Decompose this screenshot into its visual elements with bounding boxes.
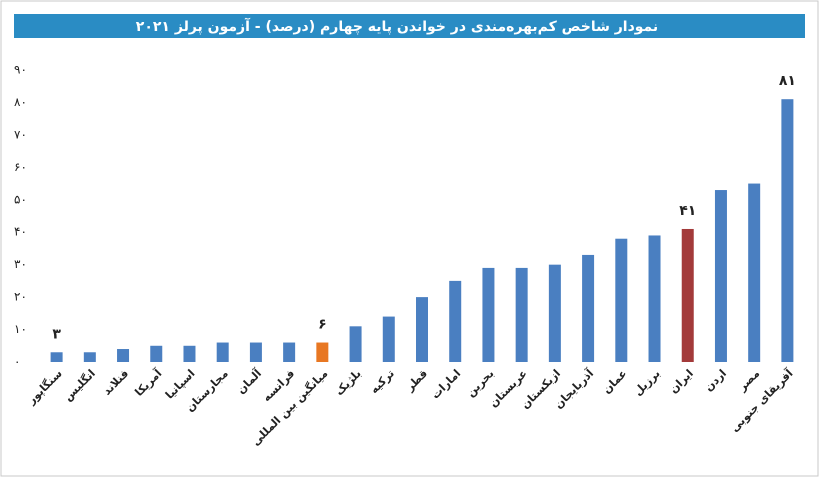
bar: [349, 326, 362, 362]
y-tick-label: ۴۰: [14, 225, 27, 239]
bar: [316, 342, 329, 362]
title-bar: [14, 14, 805, 38]
bar: [249, 342, 262, 362]
bar: [117, 349, 130, 362]
y-tick-label: ۳۰: [14, 257, 27, 271]
bar: [482, 267, 495, 362]
y-tick-label: ۱۰: [14, 322, 27, 336]
y-tick-label: ۰: [14, 355, 20, 369]
bar: [681, 228, 694, 362]
y-tick-label: ۶۰: [14, 160, 27, 174]
value-label: ۶: [318, 317, 327, 333]
y-tick-label: ۵۰: [14, 192, 27, 206]
value-label: ۴۱: [679, 203, 696, 219]
bar: [714, 190, 727, 362]
bar: [648, 235, 661, 362]
bar: [781, 99, 794, 362]
bar: [615, 238, 628, 362]
bar: [748, 183, 761, 362]
y-tick-label: ۲۰: [14, 290, 27, 304]
bar: [416, 297, 428, 362]
bar: [548, 264, 561, 362]
bar: [449, 280, 462, 362]
bar: [515, 267, 528, 362]
bar: [150, 345, 163, 362]
value-label: ۸۱: [779, 73, 796, 89]
bar: [283, 342, 296, 362]
chart-title: نمودار شاخص کم‌بهره‌مندی در خواندن پایه …: [136, 17, 658, 35]
bar: [216, 342, 229, 362]
bar: [83, 352, 96, 362]
y-tick-label: ۹۰: [14, 63, 27, 77]
y-tick-label: ۸۰: [14, 95, 27, 109]
bar: [183, 345, 196, 362]
bar: [582, 254, 595, 362]
y-tick-label: ۷۰: [14, 127, 27, 141]
bar: [50, 352, 63, 362]
bar: [382, 316, 395, 362]
value-label: ۳: [52, 326, 61, 342]
